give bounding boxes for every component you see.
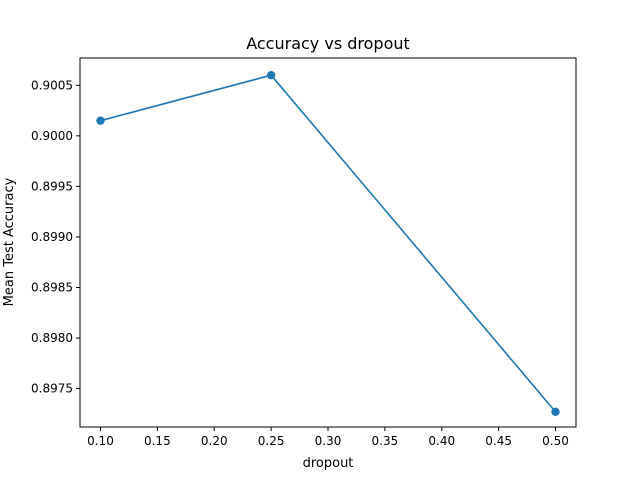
x-tick-label: 0.45 (485, 434, 512, 448)
x-tick-label: 0.40 (428, 434, 455, 448)
x-tick-label: 0.50 (542, 434, 569, 448)
x-axis: 0.10 0.15 0.20 0.25 0.30 0.35 0.40 0.45 0.50 (87, 427, 569, 448)
y-tick-label: 0.9005 (31, 78, 73, 92)
data-point (266, 70, 276, 80)
y-tick-label: 0.8990 (31, 230, 73, 244)
y-axis-label: Mean Test Accuracy (2, 177, 17, 306)
x-tick-label: 0.35 (372, 434, 399, 448)
y-tick-label: 0.8980 (31, 331, 73, 345)
y-tick-label: 0.8975 (31, 382, 73, 396)
x-tick-label: 0.10 (87, 434, 114, 448)
x-axis-label: dropout (303, 456, 354, 471)
y-tick-label: 0.8995 (31, 179, 73, 193)
x-tick-label: 0.20 (201, 434, 228, 448)
x-tick-label: 0.25 (258, 434, 285, 448)
data-point (96, 116, 105, 125)
y-tick-label: 0.8985 (31, 280, 73, 294)
chart-title: Accuracy vs dropout (246, 34, 410, 53)
y-axis: 0.8975 0.8980 0.8985 0.8990 0.8995 0.9000 0.90… (31, 78, 80, 396)
x-tick-label: 0.30 (315, 434, 342, 448)
series-layer (96, 70, 560, 417)
x-tick-label: 0.15 (144, 434, 171, 448)
y-tick-label: 0.9000 (31, 129, 73, 143)
data-point (551, 407, 560, 417)
